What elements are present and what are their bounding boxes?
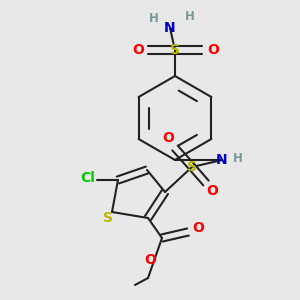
Text: N: N	[216, 153, 228, 167]
Text: H: H	[149, 11, 159, 25]
Text: N: N	[164, 21, 176, 35]
Text: O: O	[162, 131, 174, 145]
Text: H: H	[185, 10, 195, 22]
Text: O: O	[206, 184, 218, 198]
Text: O: O	[207, 43, 219, 57]
Text: S: S	[187, 160, 197, 174]
Text: H: H	[233, 152, 243, 164]
Text: O: O	[132, 43, 144, 57]
Text: Cl: Cl	[81, 171, 95, 185]
Text: S: S	[170, 43, 180, 57]
Text: O: O	[192, 221, 204, 235]
Text: O: O	[144, 253, 156, 267]
Text: S: S	[103, 211, 113, 225]
